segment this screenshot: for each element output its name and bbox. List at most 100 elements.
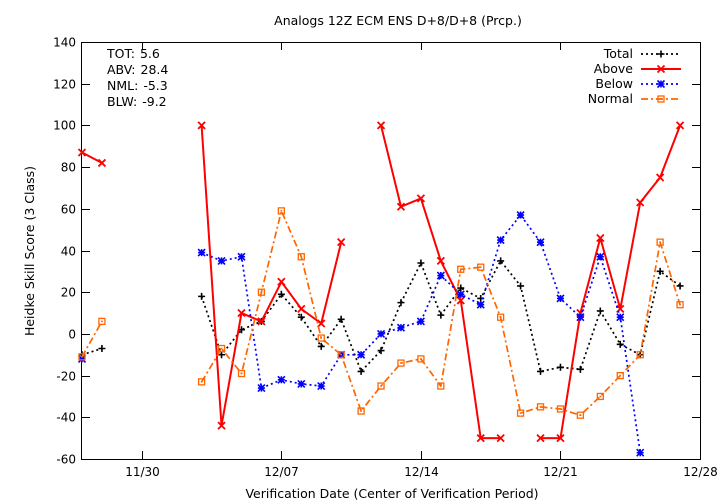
x-tick-label: 12/21 xyxy=(543,465,578,479)
point-below xyxy=(436,271,445,280)
x-tick-label: 12/28 xyxy=(683,465,718,479)
point-total xyxy=(656,267,664,275)
y-tick-label: -40 xyxy=(56,411,76,425)
point-total xyxy=(676,282,684,290)
series-total xyxy=(78,257,684,375)
point-normal xyxy=(217,344,226,353)
point-normal xyxy=(536,403,545,411)
stat-value: -9.2 xyxy=(142,94,166,109)
point-above xyxy=(97,158,107,168)
y-tick-label: 20 xyxy=(61,286,76,300)
point-normal xyxy=(377,382,385,390)
point-above xyxy=(337,238,346,247)
point-total xyxy=(457,284,465,292)
point-below xyxy=(197,248,206,257)
stat-label: BLW: xyxy=(107,94,137,109)
stat-value: 5.6 xyxy=(140,46,160,61)
y-tick-label: 40 xyxy=(61,245,76,259)
point-above xyxy=(257,317,266,326)
stat-value: 28.4 xyxy=(141,62,169,77)
point-normal xyxy=(397,359,405,367)
legend-label: Normal xyxy=(588,91,633,106)
series-line-total xyxy=(81,347,103,356)
y-tick-label: 100 xyxy=(53,119,76,133)
point-total xyxy=(98,344,106,352)
point-normal xyxy=(516,409,525,417)
chart-title: Analogs 12Z ECM ENS D+8/D+8 (Prcp.) xyxy=(274,13,522,28)
point-above xyxy=(416,194,426,203)
point-above xyxy=(596,233,605,243)
point-above xyxy=(556,434,565,443)
point-above xyxy=(636,198,645,207)
point-normal xyxy=(556,405,565,413)
point-normal xyxy=(257,288,266,296)
legend-item-normal: Normal xyxy=(588,91,681,106)
point-above xyxy=(237,308,246,318)
series-line-above xyxy=(200,125,343,427)
legend-item-total: Total xyxy=(603,46,681,61)
point-below xyxy=(77,354,87,363)
series-above xyxy=(77,121,685,443)
y-tick-label: 60 xyxy=(61,203,76,217)
legend-item-above: Above xyxy=(594,61,681,76)
point-below xyxy=(396,323,406,332)
point-total xyxy=(277,290,285,298)
point-below xyxy=(456,290,465,299)
point-below xyxy=(616,313,625,322)
series-line-below xyxy=(201,214,642,453)
series-line-above xyxy=(380,125,501,440)
point-below xyxy=(556,294,565,303)
point-below xyxy=(476,300,485,309)
point-total xyxy=(297,313,305,321)
series-below xyxy=(77,210,645,457)
point-total xyxy=(616,340,624,348)
point-normal xyxy=(277,207,286,215)
point-above xyxy=(496,434,505,443)
point-above xyxy=(396,202,406,211)
point-total xyxy=(497,257,505,265)
point-below xyxy=(237,252,246,261)
point-above xyxy=(317,319,326,328)
series-layer xyxy=(77,121,685,457)
point-normal xyxy=(596,392,604,401)
point-normal xyxy=(237,369,246,378)
point-above xyxy=(536,434,545,443)
point-below xyxy=(516,210,525,220)
point-normal xyxy=(337,351,345,359)
point-normal xyxy=(636,351,644,359)
point-total xyxy=(576,365,584,373)
point-normal xyxy=(477,263,485,271)
point-total xyxy=(337,315,345,323)
plot-frame xyxy=(81,42,701,460)
point-above xyxy=(655,173,665,182)
series-line-above xyxy=(81,151,103,164)
point-normal xyxy=(576,411,585,419)
point-above xyxy=(197,121,206,130)
series-line-normal xyxy=(81,320,103,358)
point-normal xyxy=(357,407,365,415)
point-above xyxy=(456,296,465,305)
y-axis-label: Heidke Skill Score (3 Class) xyxy=(22,166,37,336)
point-total xyxy=(218,351,226,359)
stat-label: TOT: xyxy=(106,46,135,61)
point-above xyxy=(376,121,386,130)
point-above xyxy=(277,277,286,286)
point-normal xyxy=(197,378,206,386)
point-total xyxy=(198,292,206,300)
x-tick-label: 11/30 xyxy=(125,465,160,479)
series-normal xyxy=(78,207,684,419)
y-tick-label: 0 xyxy=(68,328,76,342)
point-below xyxy=(636,448,645,457)
x-axis-label: Verification Date (Center of Verificatio… xyxy=(245,486,538,501)
point-above xyxy=(77,148,87,157)
point-total xyxy=(517,282,525,290)
x-tick-label: 12/07 xyxy=(264,465,299,479)
point-total xyxy=(437,311,445,319)
point-total xyxy=(537,367,545,375)
legend-marker xyxy=(657,50,665,58)
y-tick-label: -20 xyxy=(56,370,76,384)
y-tick-label: 120 xyxy=(53,78,76,92)
